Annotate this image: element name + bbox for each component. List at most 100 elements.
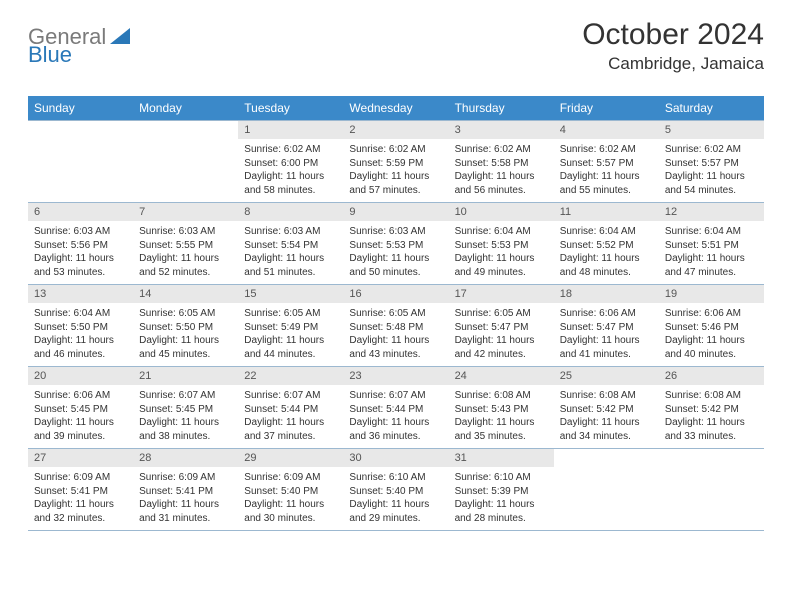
- day-details: Sunrise: 6:02 AMSunset: 5:59 PMDaylight:…: [343, 139, 448, 201]
- calendar-cell: 22Sunrise: 6:07 AMSunset: 5:44 PMDayligh…: [238, 367, 343, 449]
- sunset-line: Sunset: 5:41 PM: [34, 486, 108, 497]
- day-number: 10: [449, 203, 554, 221]
- logo-text-blue: Blue: [28, 42, 72, 67]
- sunrise-line: Sunrise: 6:05 AM: [244, 308, 320, 319]
- calendar-table: SundayMondayTuesdayWednesdayThursdayFrid…: [28, 96, 764, 531]
- calendar-cell: 10Sunrise: 6:04 AMSunset: 5:53 PMDayligh…: [449, 203, 554, 285]
- weekday-header: Tuesday: [238, 96, 343, 121]
- calendar-row: 1Sunrise: 6:02 AMSunset: 6:00 PMDaylight…: [28, 121, 764, 203]
- day-number: 14: [133, 285, 238, 303]
- calendar-cell: 25Sunrise: 6:08 AMSunset: 5:42 PMDayligh…: [554, 367, 659, 449]
- sunset-line: Sunset: 5:48 PM: [349, 322, 423, 333]
- day-details: Sunrise: 6:05 AM Sunset: 5:50 PM Daylight:…: [133, 303, 238, 365]
- day-number: 28: [133, 449, 238, 467]
- weekday-header: Friday: [554, 96, 659, 121]
- calendar-cell: 31Sunrise: 6:10 AMSunset: 5:39 PMDayligh…: [449, 449, 554, 531]
- day-details: Sunrise: 6:04 AMSunset: 5:50 PMDaylight:…: [28, 303, 133, 365]
- day-details: Sunrise: 6:07 AMSunset: 5:44 PMDaylight:…: [343, 385, 448, 447]
- sunset-line: Sunset: 5:54 PM: [244, 240, 318, 251]
- sunrise-line: Sunrise: 6:02 AM: [349, 144, 425, 155]
- weekday-header: Monday: [133, 96, 238, 121]
- day-details: Sunrise: 6:02 AMSunset: 5:58 PMDaylight:…: [449, 139, 554, 201]
- sunrise-line: Sunrise: 6:02 AM: [560, 144, 636, 155]
- day-number: 12: [659, 203, 764, 221]
- daylight-line: Daylight: 11 hours and 52 minutes.: [139, 253, 219, 278]
- sunset-line: Sunset: 5:41 PM: [139, 486, 213, 497]
- sunset-line: Sunset: 5:52 PM: [560, 240, 634, 251]
- sunrise-line: Sunrise: 6:09 AM: [34, 472, 110, 483]
- day-details: Sunrise: 6:09 AMSunset: 5:40 PMDaylight:…: [238, 467, 343, 529]
- daylight-line: Daylight: 11 hours and 39 minutes.: [34, 417, 114, 442]
- sunset-line: Sunset: 5:39 PM: [455, 486, 529, 497]
- day-details: Sunrise: 6:06 AMSunset: 5:47 PMDaylight:…: [554, 303, 659, 365]
- calendar-cell: 8Sunrise: 6:03 AMSunset: 5:54 PMDaylight…: [238, 203, 343, 285]
- sunrise-line: Sunrise: 6:05 AM: [139, 308, 215, 319]
- sunset-line: Sunset: 5:58 PM: [455, 158, 529, 169]
- calendar-cell: 29Sunrise: 6:09 AMSunset: 5:40 PMDayligh…: [238, 449, 343, 531]
- calendar-cell: 1Sunrise: 6:02 AMSunset: 6:00 PMDaylight…: [238, 121, 343, 203]
- daylight-line: Daylight: 11 hours and 47 minutes.: [665, 253, 745, 278]
- sunrise-line: Sunrise: 6:06 AM: [34, 390, 110, 401]
- day-number: 22: [238, 367, 343, 385]
- day-number: 4: [554, 121, 659, 139]
- day-details: Sunrise: 6:10 AM Sunset: 5:39 PM Daylight:…: [449, 467, 554, 529]
- calendar-cell-empty: [554, 449, 659, 531]
- daylight-line: Daylight: 11 hours and 54 minutes.: [665, 171, 745, 196]
- day-details: Sunrise: 6:07 AMSunset: 5:44 PMDaylight:…: [238, 385, 343, 447]
- day-number: 18: [554, 285, 659, 303]
- calendar-cell: 15Sunrise: 6:05 AMSunset: 5:49 PMDayligh…: [238, 285, 343, 367]
- day-number: 24: [449, 367, 554, 385]
- day-number: 3: [449, 121, 554, 139]
- day-details: Sunrise: 6:06 AMSunset: 5:46 PMDaylight:…: [659, 303, 764, 365]
- sunrise-line: Sunrise: 6:03 AM: [34, 226, 110, 237]
- sunrise-line: Sunrise: 6:04 AM: [560, 226, 636, 237]
- daylight-line: Daylight: 11 hours and 38 minutes.: [139, 417, 219, 442]
- daylight-line: Daylight: 11 hours and 50 minutes.: [349, 253, 429, 278]
- day-details: Sunrise: 6:06 AMSunset: 5:45 PMDaylight:…: [28, 385, 133, 447]
- logo-sub: Blue: [28, 42, 72, 68]
- sunset-line: Sunset: 5:53 PM: [455, 240, 529, 251]
- weekday-header: Sunday: [28, 96, 133, 121]
- weekday-header: Wednesday: [343, 96, 448, 121]
- calendar-cell: 2Sunrise: 6:02 AMSunset: 5:59 PMDaylight…: [343, 121, 448, 203]
- calendar-cell-empty: [659, 449, 764, 531]
- day-details: Sunrise: 6:03 AMSunset: 5:56 PMDaylight:…: [28, 221, 133, 283]
- daylight-line: Daylight: 11 hours and 58 minutes.: [244, 171, 324, 196]
- sunset-line: Sunset: 5:57 PM: [665, 158, 739, 169]
- sunrise-line: Sunrise: 6:02 AM: [455, 144, 531, 155]
- sunset-line: Sunset: 5:59 PM: [349, 158, 423, 169]
- day-details: Sunrise: 6:02 AMSunset: 5:57 PMDaylight:…: [659, 139, 764, 201]
- day-details: Sunrise: 6:05 AMSunset: 5:47 PMDaylight:…: [449, 303, 554, 365]
- sunrise-line: Sunrise: 6:09 AM: [244, 472, 320, 483]
- sunset-line: Sunset: 5:45 PM: [139, 404, 213, 415]
- sunrise-line: Sunrise: 6:03 AM: [139, 226, 215, 237]
- sunrise-line: Sunrise: 6:10 AM: [455, 472, 531, 483]
- sunset-line: Sunset: 5:51 PM: [665, 240, 739, 251]
- daylight-line: Daylight: 11 hours and 33 minutes.: [665, 417, 745, 442]
- sunset-line: Sunset: 5:44 PM: [244, 404, 318, 415]
- daylight-line: Daylight: 11 hours and 28 minutes.: [455, 499, 535, 524]
- day-details: Sunrise: 6:04 AMSunset: 5:51 PMDaylight:…: [659, 221, 764, 283]
- sunset-line: Sunset: 5:43 PM: [455, 404, 529, 415]
- calendar-cell: 23Sunrise: 6:07 AMSunset: 5:44 PMDayligh…: [343, 367, 448, 449]
- sunrise-line: Sunrise: 6:02 AM: [244, 144, 320, 155]
- calendar-header-row: SundayMondayTuesdayWednesdayThursdayFrid…: [28, 96, 764, 121]
- day-number: 1: [238, 121, 343, 139]
- sunrise-line: Sunrise: 6:04 AM: [455, 226, 531, 237]
- sunset-line: Sunset: 5:42 PM: [560, 404, 634, 415]
- calendar-cell: 16Sunrise: 6:05 AMSunset: 5:48 PMDayligh…: [343, 285, 448, 367]
- day-number: 21: [133, 367, 238, 385]
- day-details: Sunrise: 6:04 AMSunset: 5:53 PMDaylight:…: [449, 221, 554, 283]
- sunset-line: Sunset: 5:50 PM: [139, 322, 213, 333]
- day-details: Sunrise: 6:02 AMSunset: 6:00 PMDaylight:…: [238, 139, 343, 201]
- header: General October 2024 Cambridge, Jamaica: [28, 18, 764, 74]
- daylight-line: Daylight: 11 hours and 29 minutes.: [349, 499, 429, 524]
- day-number: 13: [28, 285, 133, 303]
- sunset-line: Sunset: 5:44 PM: [349, 404, 423, 415]
- sunrise-line: Sunrise: 6:03 AM: [244, 226, 320, 237]
- logo-triangle-icon: [110, 28, 130, 49]
- daylight-line: Daylight: 11 hours and 45 minutes.: [139, 335, 219, 360]
- day-number: 16: [343, 285, 448, 303]
- day-details: Sunrise: 6:10 AMSunset: 5:40 PMDaylight:…: [343, 467, 448, 529]
- sunset-line: Sunset: 5:40 PM: [349, 486, 423, 497]
